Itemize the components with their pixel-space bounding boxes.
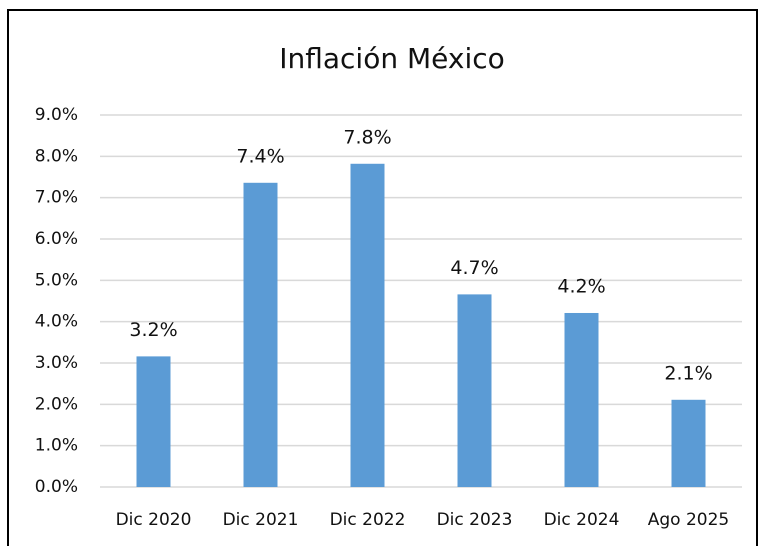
data-label: 4.7% bbox=[450, 257, 498, 279]
bar bbox=[136, 356, 171, 487]
data-label: 3.2% bbox=[129, 319, 177, 341]
x-tick-label: Ago 2025 bbox=[648, 510, 730, 530]
y-tick-label: 2.0% bbox=[35, 394, 78, 414]
bar bbox=[457, 294, 492, 487]
bar bbox=[671, 399, 706, 487]
chart-title: Inflación México bbox=[279, 42, 505, 75]
data-label: 2.1% bbox=[664, 362, 712, 384]
y-tick-label: 7.0% bbox=[35, 188, 78, 208]
x-tick-label: Dic 2022 bbox=[330, 510, 406, 530]
data-label: 7.4% bbox=[236, 145, 284, 167]
x-tick-label: Dic 2021 bbox=[223, 510, 299, 530]
y-tick-label: 8.0% bbox=[35, 146, 78, 166]
y-tick-label: 9.0% bbox=[35, 105, 78, 125]
x-tick-label: Dic 2024 bbox=[544, 510, 620, 530]
chart-frame bbox=[7, 9, 758, 546]
bar bbox=[243, 182, 278, 487]
data-label: 7.8% bbox=[343, 126, 391, 148]
data-label: 4.2% bbox=[557, 275, 605, 297]
y-tick-label: 5.0% bbox=[35, 270, 78, 290]
y-tick-label: 6.0% bbox=[35, 229, 78, 249]
bar bbox=[350, 163, 385, 488]
y-tick-label: 3.0% bbox=[35, 353, 78, 373]
x-tick-label: Dic 2023 bbox=[437, 510, 513, 530]
y-tick-label: 4.0% bbox=[35, 312, 78, 332]
x-tick-label: Dic 2020 bbox=[116, 510, 192, 530]
bar bbox=[564, 312, 599, 487]
y-tick-label: 1.0% bbox=[35, 436, 78, 456]
y-tick-label: 0.0% bbox=[35, 477, 78, 497]
